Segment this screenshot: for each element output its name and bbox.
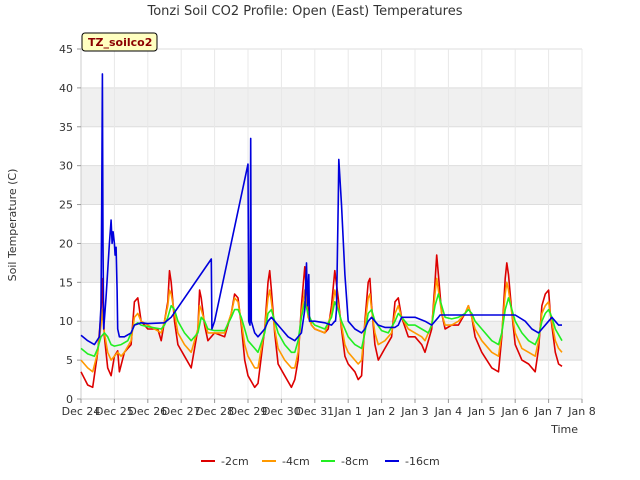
y-axis-label: Soil Temperature (C) [6,169,19,282]
x-tick-label: Jan 4 [434,405,462,418]
x-tick-label: Jan 1 [333,405,361,418]
plot-background-bands [81,49,582,399]
x-axis-label: Time [550,423,578,436]
x-tick-label: Jan 8 [567,405,595,418]
x-tick-label: Dec 25 [95,405,134,418]
legend-label: -16cm [405,455,440,468]
legend-label: -8cm [341,455,369,468]
y-axis-ticks: 0 5 10 15 20 25 30 35 40 45 [59,43,81,406]
series-lines [80,73,563,389]
y-tick-label: 30 [59,160,73,173]
x-tick-label: Dec 27 [162,405,201,418]
y-tick-label: 15 [59,276,73,289]
legend-label: -4cm [282,455,310,468]
y-tick-label: 25 [59,199,73,212]
legend-label: -2cm [221,455,249,468]
x-tick-label: Jan 5 [467,405,495,418]
chart-title: Tonzi Soil CO2 Profile: Open (East) Temp… [146,4,462,19]
band [81,243,582,283]
x-tick-label: Dec 29 [229,405,268,418]
y-tick-label: 5 [66,354,73,367]
x-tick-label: Dec 26 [128,405,167,418]
band [81,87,582,127]
x-tick-label: Jan 6 [500,405,528,418]
y-tick-label: 20 [59,237,73,250]
y-tick-label: 10 [59,315,73,328]
x-tick-label: Jan 2 [367,405,395,418]
dataset-badge: TZ_soilco2 [81,32,158,52]
series-line-neg8cm [80,293,563,357]
y-tick-label: 40 [59,82,73,95]
band [81,321,582,361]
x-tick-label: Jan 3 [400,405,428,418]
y-tick-label: 45 [59,43,73,56]
x-tick-label: Jan 7 [534,405,562,418]
x-tick-label: Dec 31 [295,405,334,418]
badge-label: TZ_soilco2 [88,36,152,49]
series-line-neg16cm [80,73,562,346]
y-tick-label: 0 [66,393,73,406]
band [81,165,582,205]
legend: -2cm -4cm -8cm -16cm [201,455,440,468]
y-tick-label: 35 [59,121,73,134]
x-tick-label: Dec 24 [62,405,101,418]
x-tick-label: Dec 28 [195,405,234,418]
x-tick-label: Dec 30 [262,405,301,418]
